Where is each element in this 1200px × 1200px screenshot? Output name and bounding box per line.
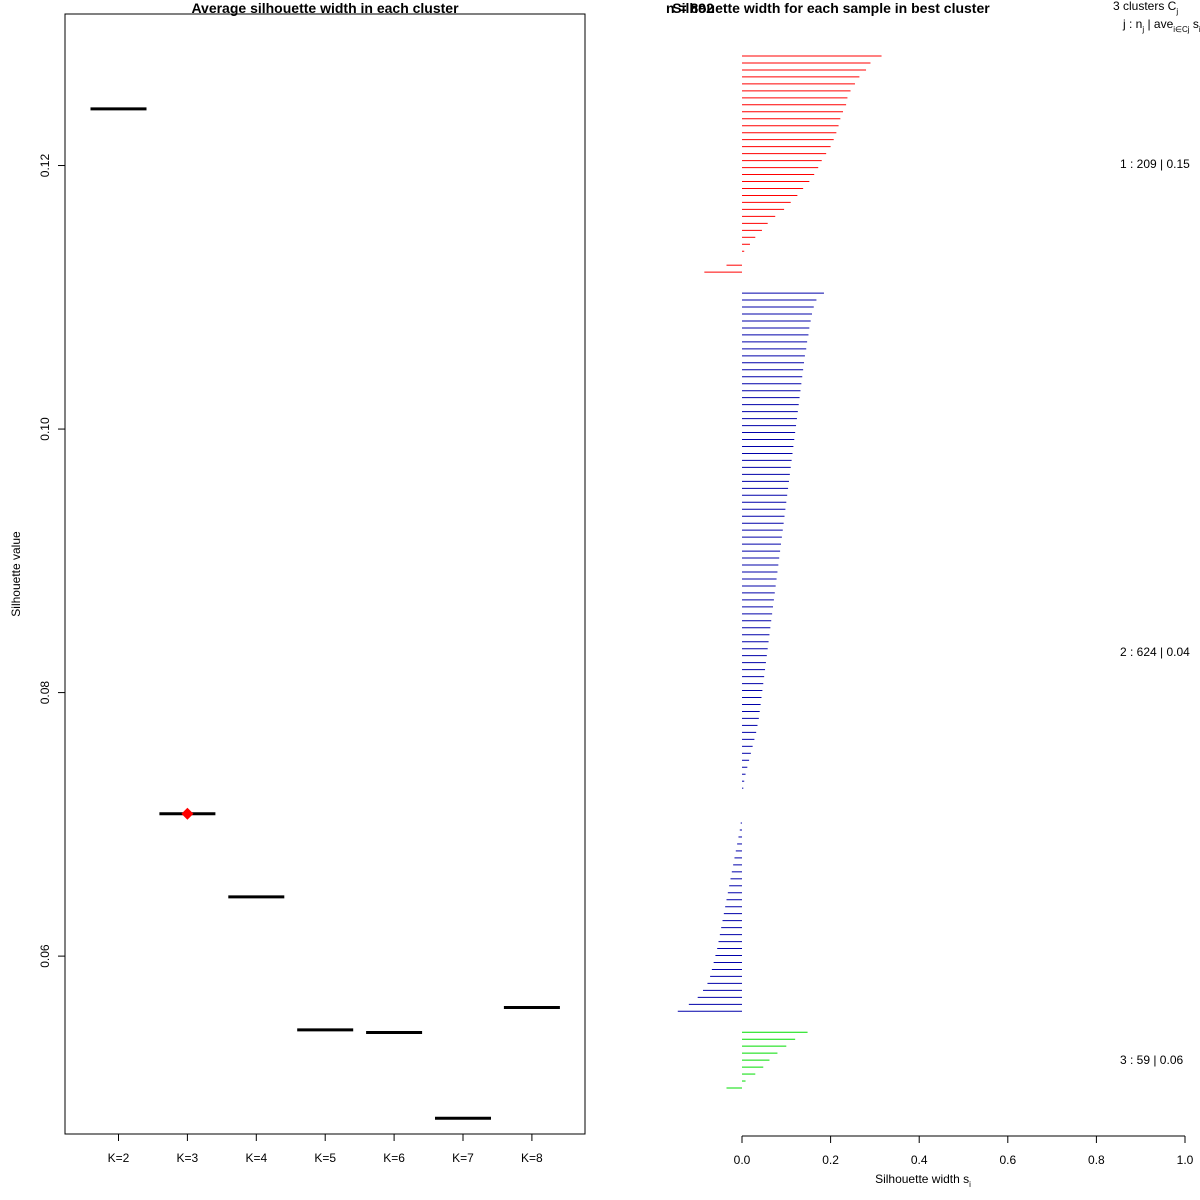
left-series-marks: [90, 107, 560, 1120]
right-x-tick-label: 0.4: [911, 1153, 928, 1167]
legend-line-1-sub: j: [1175, 7, 1178, 16]
left-chart-title: Average silhouette width in each cluster: [191, 0, 459, 16]
right-x-tick-label: 0.8: [1088, 1153, 1105, 1167]
left-x-tick-label: K=2: [108, 1151, 130, 1165]
left-y-tick-label: 0.10: [38, 417, 52, 441]
left-x-tick-label: K=5: [314, 1151, 336, 1165]
left-y-tick-label: 0.12: [38, 154, 52, 178]
right-silhouette-bars: [677, 55, 882, 1089]
right-x-tick-label: 1.0: [1177, 1153, 1194, 1167]
left-plot-frame: [64, 13, 586, 1135]
right-cluster-labels: 1 : 209 | 0.15 2 : 624 | 0.04 3 : 59 | 0.0…: [1120, 157, 1190, 1067]
best-k-marker: [181, 807, 194, 820]
right-x-tick-label: 0.0: [734, 1153, 751, 1167]
legend-line-2: j : nj | avei∈Cj si: [1122, 17, 1200, 34]
left-x-tick-label: K=4: [245, 1151, 267, 1165]
legend-line-2-b: | ave: [1144, 17, 1173, 31]
left-panel: Average silhouette width in each cluster…: [9, 0, 586, 1165]
cluster-label-2: 2 : 624 | 0.04: [1120, 645, 1190, 659]
left-y-tick-label: 0.06: [38, 944, 52, 968]
legend-line-1: 3 clusters Cj: [1113, 0, 1178, 16]
left-x-tick-label: K=8: [521, 1151, 543, 1165]
cluster-label-1: 1 : 209 | 0.15: [1120, 157, 1190, 171]
right-chart-title: Silhouette width for each sample in best…: [672, 0, 990, 16]
legend-line-1-text: 3 clusters C: [1113, 0, 1177, 13]
right-x-axis: 0.0 0.2 0.4 0.6 0.8 1.0: [734, 1135, 1194, 1167]
left-x-tick-label: K=3: [177, 1151, 199, 1165]
left-y-axis-label: Silhouette value: [9, 531, 23, 617]
right-panel: n = 892 Silhouette width for each sample…: [666, 0, 1200, 1189]
cluster-label-3: 3 : 59 | 0.06: [1120, 1053, 1183, 1067]
left-y-axis: 0.06 0.08 0.10 0.12: [38, 154, 65, 968]
right-x-tick-label: 0.6: [999, 1153, 1016, 1167]
left-x-axis: K=2 K=3 K=4 K=5 K=6 K=7 K=8: [108, 1134, 543, 1165]
left-x-tick-label: K=7: [452, 1151, 474, 1165]
right-chart-title-overlap: n = 892: [666, 0, 714, 16]
legend-line-2-sub-ave: i∈Cj: [1173, 25, 1190, 34]
legend-line-2-sub-s: i: [1199, 25, 1200, 34]
legend-line-2-c: s: [1190, 17, 1199, 31]
right-x-axis-label: Silhouette width si: [875, 1172, 971, 1189]
right-x-axis-label-sub: i: [969, 1180, 971, 1189]
left-x-tick-label: K=6: [383, 1151, 405, 1165]
right-x-axis-label-text: Silhouette width s: [875, 1172, 969, 1186]
legend-line-2-a: j : n: [1122, 17, 1142, 31]
left-y-tick-label: 0.08: [38, 681, 52, 705]
right-x-tick-label: 0.2: [822, 1153, 839, 1167]
legend-line-2-sub-n: j: [1141, 25, 1144, 34]
cluster-legend-header: 3 clusters Cj j : nj | avei∈Cj si: [1113, 0, 1200, 34]
